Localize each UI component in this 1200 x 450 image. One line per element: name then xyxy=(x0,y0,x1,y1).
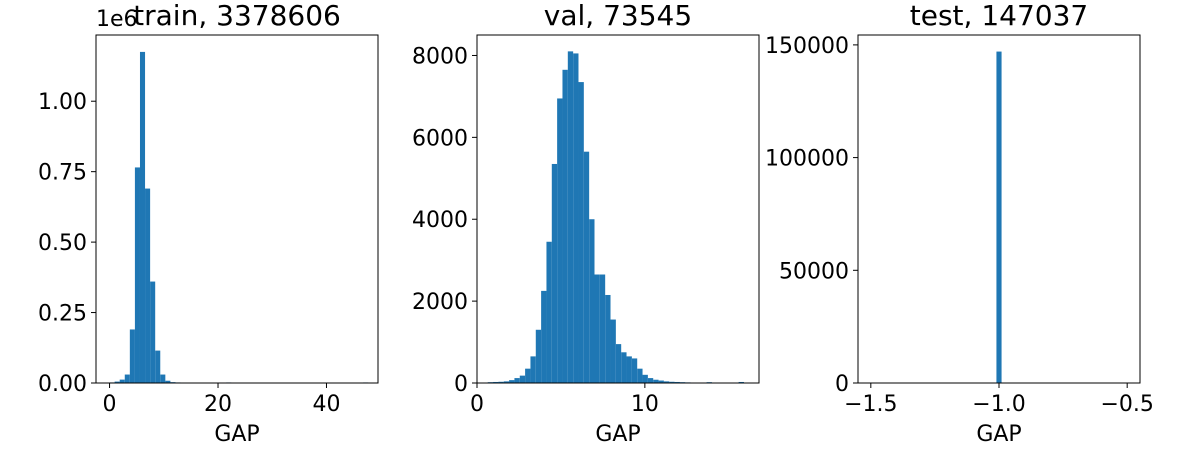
y-tick-label: 0 xyxy=(454,372,468,397)
histogram-bar xyxy=(530,356,536,383)
histogram-bar xyxy=(599,274,606,383)
histogram-bar xyxy=(642,374,648,383)
x-tick-label: −1.0 xyxy=(972,392,1025,417)
histogram-bar xyxy=(578,82,584,384)
histogram-bar xyxy=(498,381,504,383)
histogram-bar xyxy=(165,380,171,383)
chart-title: test, 147037 xyxy=(910,0,1088,32)
histogram-bar xyxy=(509,380,515,383)
x-axis-label: GAP xyxy=(214,422,259,447)
y-tick-label: 6000 xyxy=(412,126,468,151)
x-tick-label: 0 xyxy=(103,392,117,417)
histogram-bar xyxy=(557,98,563,383)
y-tick-label: 0.25 xyxy=(38,302,87,327)
histogram-bar xyxy=(594,274,600,383)
y-tick-label: 150000 xyxy=(765,34,849,59)
chart-panel-0: 0 20 40 0.00 0.25 0.50 0.75 1.00 train, 3378606 G… xyxy=(38,0,379,447)
histogram-bar xyxy=(139,51,146,383)
histogram-bar xyxy=(525,368,531,383)
histogram-bar xyxy=(562,69,568,384)
histogram-bar xyxy=(626,356,632,383)
histogram-bar xyxy=(631,358,638,383)
histogram-bar xyxy=(996,51,1002,384)
x-tick-label: 40 xyxy=(312,392,340,417)
chart-title: val, 73545 xyxy=(544,0,692,32)
histogram-bar xyxy=(145,188,151,383)
histogram-bar xyxy=(663,381,670,383)
histogram-bar xyxy=(567,51,574,384)
x-tick-label: 10 xyxy=(631,392,659,417)
histogram-bar xyxy=(150,281,156,383)
y-tick-label: 0.00 xyxy=(38,372,87,397)
histogram-bar xyxy=(134,167,140,383)
x-tick-label: −1.5 xyxy=(844,392,897,417)
histogram-bar xyxy=(615,344,622,383)
histogram-bar xyxy=(637,368,643,383)
y-tick-label: 4000 xyxy=(412,208,468,233)
histogram-bar xyxy=(610,319,616,383)
y-tick-label: 0.50 xyxy=(38,231,87,256)
histogram-bar xyxy=(551,163,558,383)
histogram-bar xyxy=(493,381,499,383)
x-axis-label: GAP xyxy=(976,422,1021,447)
x-axis-label: GAP xyxy=(595,422,640,447)
histogram-bar xyxy=(605,294,611,383)
histogram-bar xyxy=(583,151,590,383)
chart-panel-1: 0 10 0 2000 4000 6000 8000 val, 73545 GAP xyxy=(412,0,760,447)
plot-frame xyxy=(95,34,379,384)
histogram-bar xyxy=(674,381,680,383)
y-tick-label: 0.75 xyxy=(38,161,87,186)
histogram-bar xyxy=(653,379,659,383)
y-tick-label: 0 xyxy=(835,372,849,397)
histogram-bar xyxy=(738,381,744,383)
plot-frame xyxy=(476,34,760,384)
histogram-bar xyxy=(114,381,120,383)
histogram-bar xyxy=(647,378,654,383)
histogram-bar xyxy=(621,352,627,383)
histogram-bar xyxy=(514,378,520,383)
histogram-bar xyxy=(535,329,542,383)
x-tick-label: 20 xyxy=(204,392,232,417)
histogram-bar xyxy=(589,219,595,383)
histogram-bar xyxy=(503,381,510,383)
y-tick-label: 2000 xyxy=(412,290,468,315)
y-tick-label: 8000 xyxy=(412,44,468,69)
histogram-bar xyxy=(124,374,130,383)
histogram-bar xyxy=(541,290,547,383)
x-tick-label: 0 xyxy=(470,392,484,417)
y-tick-label: 100000 xyxy=(765,147,849,172)
y-offset-label: 1e6 xyxy=(96,7,138,32)
histogram-bar xyxy=(658,380,664,383)
histogram-bar xyxy=(519,375,526,383)
chart-panel-2: −1.5 −1.0 −0.5 0 50000 100000 150000 test, 1470… xyxy=(765,0,1154,447)
histogram-bar xyxy=(129,329,135,383)
chart-title: train, 3378606 xyxy=(133,0,341,32)
histogram-bar xyxy=(160,374,166,383)
y-tick-label: 1.00 xyxy=(38,90,87,115)
y-tick-label: 50000 xyxy=(779,259,849,284)
histogram-bar xyxy=(155,350,161,383)
histogram-bar xyxy=(669,381,675,383)
histogram-bar xyxy=(573,53,579,384)
histogram-bar xyxy=(119,379,125,383)
histogram-bar xyxy=(546,241,552,383)
x-tick-label: −0.5 xyxy=(1100,392,1153,417)
